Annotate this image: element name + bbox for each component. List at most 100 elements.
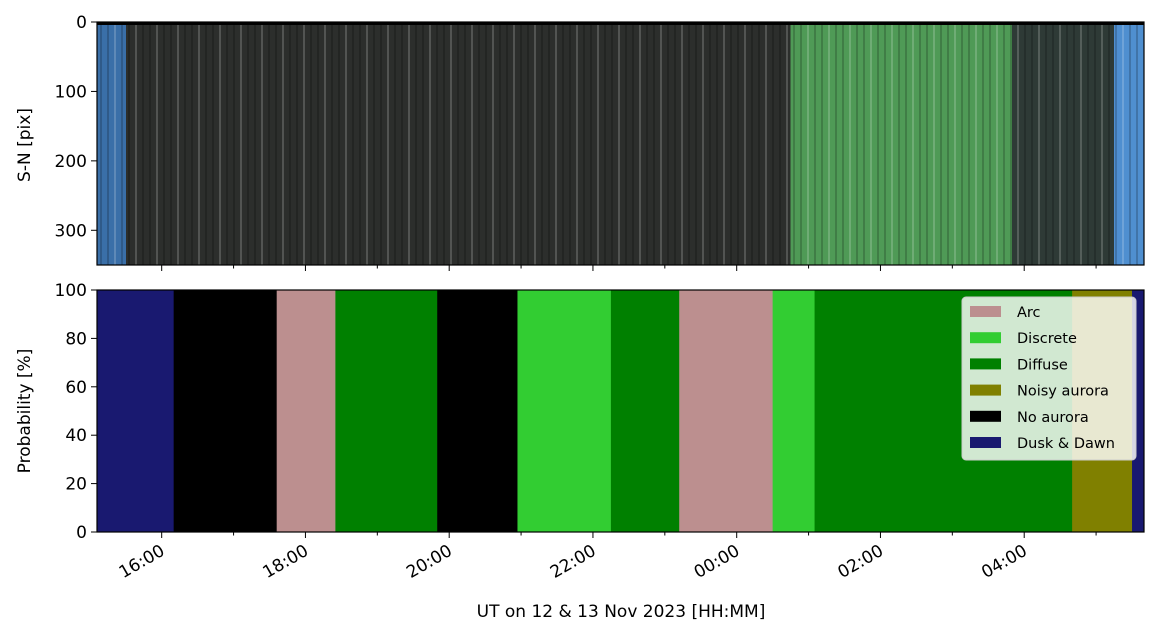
keogram-streak	[653, 22, 655, 265]
bottom-y-axis-label: Probability [%]	[15, 349, 35, 474]
keogram-streak	[1038, 22, 1040, 265]
legend-label: Diffuse	[1017, 357, 1068, 373]
keogram-streak	[401, 22, 403, 265]
keogram-streak	[408, 22, 410, 265]
keogram-streak	[1094, 22, 1096, 265]
keogram-streak	[1115, 22, 1117, 265]
keogram-streak	[856, 22, 858, 265]
keogram-streak	[1052, 22, 1054, 265]
keogram-streak	[646, 22, 648, 265]
keogram-streak	[583, 22, 585, 265]
top-y-tick-label: 0	[76, 13, 87, 33]
keogram-streak	[723, 22, 725, 265]
probability-segment	[276, 290, 336, 532]
keogram-streak	[912, 22, 914, 265]
keogram-streak	[303, 22, 305, 265]
keogram-streak	[394, 22, 396, 265]
keogram-streak	[940, 22, 942, 265]
keogram-streak	[954, 22, 956, 265]
keogram-streak	[149, 22, 151, 265]
keogram-streak	[842, 22, 844, 265]
keogram-streak	[870, 22, 872, 265]
legend-swatch	[970, 306, 1001, 317]
keogram-streak	[695, 22, 697, 265]
legend-swatch	[970, 384, 1001, 396]
keogram-streak	[261, 22, 263, 265]
keogram-streak	[240, 22, 242, 265]
keogram-streak	[114, 22, 116, 265]
keogram-streak	[590, 22, 592, 265]
keogram-streak	[779, 22, 781, 265]
keogram-streak	[632, 22, 634, 265]
x-tick-label: 22:00	[547, 541, 599, 583]
keogram-streak	[492, 22, 494, 265]
keogram-streak	[121, 22, 123, 265]
probability-segment	[335, 290, 438, 532]
keogram-streak	[464, 22, 466, 265]
keogram-streak	[289, 22, 291, 265]
keogram-streak	[485, 22, 487, 265]
keogram-streak	[184, 22, 186, 265]
bottom-y-tick-label: 80	[65, 329, 87, 349]
legend-swatch	[970, 332, 1001, 344]
keogram-streak	[450, 22, 452, 265]
keogram-streak	[821, 22, 823, 265]
keogram-streak	[877, 22, 879, 265]
x-tick-label: 02:00	[835, 541, 887, 583]
keogram-streak	[1136, 22, 1138, 265]
keogram-streak	[170, 22, 172, 265]
keogram-streak	[198, 22, 200, 265]
keogram-streak	[758, 22, 760, 265]
x-axis-label: UT on 12 & 13 Nov 2023 [HH:MM]	[477, 602, 766, 622]
legend-swatch	[970, 410, 1001, 422]
keogram-streak	[296, 22, 298, 265]
keogram-streak	[716, 22, 718, 265]
x-tick-label: 00:00	[691, 541, 743, 583]
probability-segment	[679, 290, 774, 532]
keogram-streak	[793, 22, 795, 265]
legend-swatch	[970, 437, 1001, 448]
keogram-streak	[604, 22, 606, 265]
bottom-y-tick-label: 100	[55, 281, 87, 301]
keogram-streak	[373, 22, 375, 265]
keogram-streak	[177, 22, 179, 265]
keogram-streak	[828, 22, 830, 265]
keogram-streak	[380, 22, 382, 265]
top-y-tick-label: 200	[55, 152, 87, 172]
keogram-streak	[1080, 22, 1082, 265]
keogram-streak	[422, 22, 424, 265]
keogram-streak	[597, 22, 599, 265]
keogram-streak	[618, 22, 620, 265]
keogram-streak	[1101, 22, 1103, 265]
keogram-streak	[275, 22, 277, 265]
keogram-streak	[905, 22, 907, 265]
keogram-streak	[499, 22, 501, 265]
keogram-streak	[128, 22, 130, 265]
keogram-streak	[786, 22, 788, 265]
keogram-streak	[835, 22, 837, 265]
keogram-streak	[429, 22, 431, 265]
x-tick-label: 04:00	[978, 541, 1030, 583]
x-tick-label: 18:00	[260, 541, 312, 583]
keogram-streak	[611, 22, 613, 265]
keogram-streak	[352, 22, 354, 265]
keogram-streak	[625, 22, 627, 265]
keogram-streak	[212, 22, 214, 265]
legend-box	[961, 296, 1137, 461]
bottom-y-tick-label: 0	[76, 523, 87, 543]
keogram-streak	[310, 22, 312, 265]
keogram-streak	[744, 22, 746, 265]
keogram-streak	[709, 22, 711, 265]
keogram-streak	[926, 22, 928, 265]
keogram-streak	[730, 22, 732, 265]
keogram-streak	[751, 22, 753, 265]
keogram-streak	[338, 22, 340, 265]
keogram-frame	[96, 21, 1145, 266]
keogram-streak	[947, 22, 949, 265]
keogram-streak	[800, 22, 802, 265]
keogram-streak	[268, 22, 270, 265]
keogram-streak	[457, 22, 459, 265]
x-tick-label: 20:00	[403, 541, 455, 583]
top-y-axis-label: S-N [pix]	[15, 108, 35, 182]
keogram-streak	[765, 22, 767, 265]
